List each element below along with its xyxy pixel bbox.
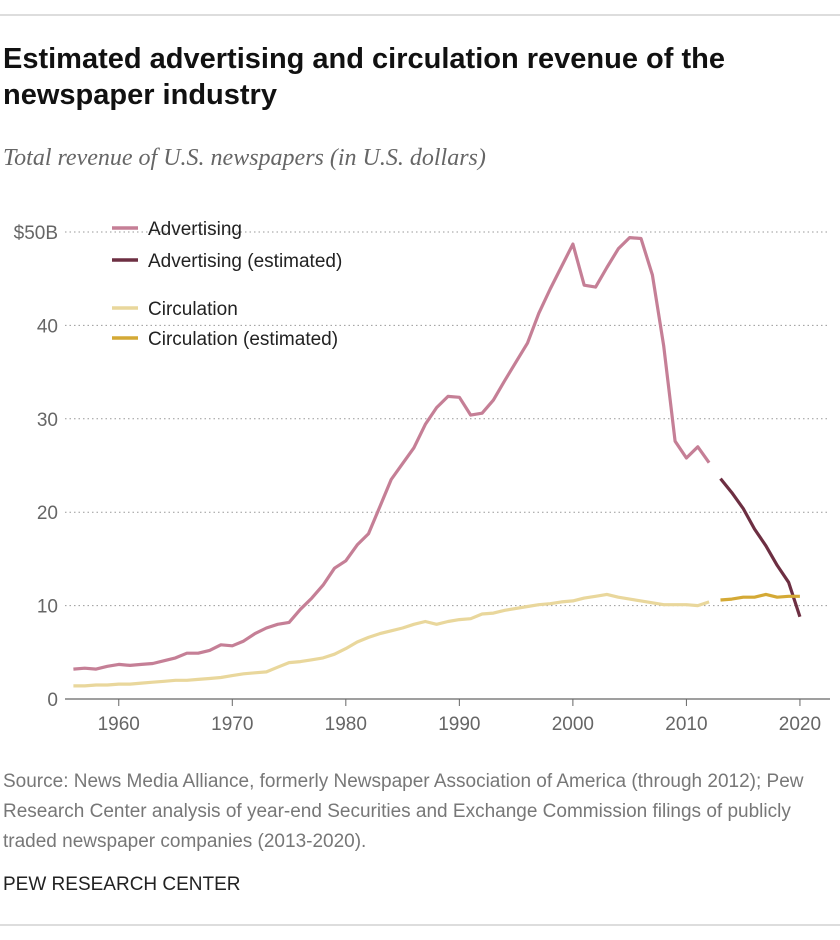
chart-title: Estimated advertising and circulation re…	[3, 43, 725, 111]
data-line	[719, 477, 802, 618]
y-tick-label: 40	[37, 316, 58, 337]
y-tick-label: 20	[37, 503, 58, 524]
data-line	[73, 592, 710, 688]
credit: PEW RESEARCH CENTER	[3, 874, 241, 895]
y-tick-label: 0	[47, 690, 58, 711]
x-tick-label: 1980	[325, 714, 367, 735]
legend-label: Circulation (estimated)	[148, 329, 338, 350]
legend-label: Advertising (estimated)	[148, 251, 342, 272]
y-tick-label: $50B	[14, 223, 58, 244]
x-tick-label: 1990	[438, 714, 480, 735]
source-note: Source: News Media Alliance, formerly Ne…	[3, 771, 804, 852]
data-line	[720, 592, 800, 602]
x-tick-label: 2020	[779, 714, 821, 735]
y-tick-label: 10	[37, 597, 58, 618]
x-tick-label: 1960	[98, 714, 140, 735]
legend-label: Circulation	[148, 299, 238, 320]
legend-label: Advertising	[148, 219, 242, 240]
chart-subtitle: Total revenue of U.S. newspapers (in U.S…	[3, 145, 486, 171]
data-line	[73, 236, 711, 671]
x-tick-label: 1970	[211, 714, 253, 735]
x-tick-label: 2000	[552, 714, 594, 735]
x-tick-label: 2010	[665, 714, 707, 735]
y-tick-label: 30	[37, 410, 58, 431]
